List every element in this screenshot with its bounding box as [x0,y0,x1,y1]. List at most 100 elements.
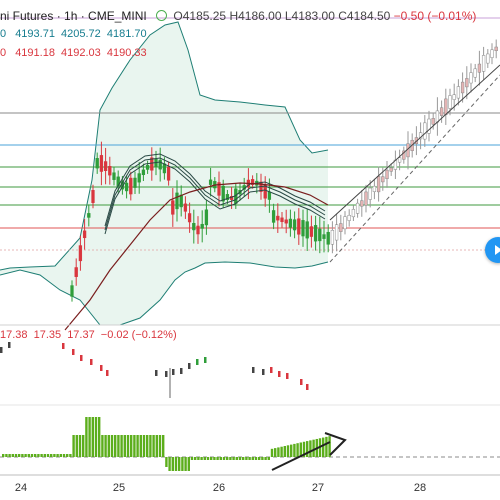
date-label-28: 28 [413,482,427,494]
ma-line-1 [104,157,326,231]
candle-body [200,223,204,229]
ind-value-0: 17.38 [0,329,28,341]
candle-body [343,216,347,230]
candle-body [145,164,150,170]
hist-bar-100 [322,437,325,457]
hist-bar-102 [328,436,331,457]
candle-body [385,169,389,180]
hist-bar-61 [197,457,200,460]
hist-bar-63 [203,457,206,460]
hist-bar-19 [62,454,66,457]
hist-bar-6 [21,454,24,457]
candle-body [431,118,435,125]
scroll-to-realtime-button[interactable] [485,237,500,263]
candle-body [326,231,330,245]
date-label-27: 27 [311,482,325,494]
candle-body [297,218,301,235]
status-dot [156,10,168,21]
indicator-bar-1 [8,342,11,348]
legend1-value-0: 0 [0,28,7,40]
candle-body [196,225,200,235]
indicator-bar-19 [286,373,289,379]
candle-body [456,86,461,99]
hist-bar-96 [309,440,312,457]
hist-bar-12 [40,454,43,457]
hist-bar-70 [226,457,229,460]
hist-bar-18 [59,454,62,457]
candle-body [452,94,456,100]
candle-body [397,157,402,163]
hist-bar-34 [110,435,114,457]
indicator-bar-17 [270,367,273,373]
hist-bar-27 [88,417,91,457]
indicator-bar-4 [80,355,83,361]
hist-bar-25 [82,435,85,457]
hist-bar-28 [91,417,94,457]
band-upper [0,21,329,271]
hist-bar-71 [229,457,232,460]
legend2-value-3: 4190.33 [106,47,147,59]
candle-body [267,191,272,200]
candle-body [124,182,129,192]
hist-bar-8 [27,454,30,457]
candle-body [481,55,486,72]
hist-bar-66 [213,457,216,460]
hist-bar-97 [312,439,315,457]
hist-bar-52 [168,457,171,471]
ohlc-change: −0.50 (−0.01%) [393,9,477,23]
hist-bar-72 [232,457,235,460]
hist-bar-75 [242,457,245,460]
indicator-bar-11 [180,368,183,374]
candle-body [309,226,314,237]
candle-body [423,122,427,140]
ohlc-low: L4183.00 [284,9,335,23]
hist-bar-47 [152,435,155,457]
candle-body [166,166,171,181]
candle-body [490,49,494,58]
hist-bar-79 [254,457,258,460]
hist-bar-4 [14,454,18,457]
hist-bar-32 [104,435,107,457]
candle-body [280,217,284,223]
indicator-bar-0 [0,347,3,353]
hist-bar-3 [11,454,14,457]
hist-bar-83 [267,457,270,460]
candle-body [150,157,154,171]
candle-body [355,202,360,214]
hist-bar-21 [69,454,72,457]
hist-bar-20 [66,454,69,457]
candle-body [133,177,137,188]
candle-body [162,163,167,174]
hist-bar-64 [206,457,210,460]
hist-bar-56 [181,457,184,471]
candle-body [486,53,490,64]
indicator-bar-5 [90,359,93,365]
candle-body [175,192,179,210]
hist-bar-57 [184,457,187,471]
hist-arrow-line [271,441,331,471]
hist-bar-44 [142,435,146,457]
hist-bar-76 [245,457,248,460]
candle-body [137,173,141,183]
candle-body [208,179,213,185]
ma-line-0 [104,153,326,227]
hist-bar-73 [235,457,238,460]
hist-bar-26 [85,417,88,457]
candle-body [439,107,444,116]
legend2-value-1: 4191.18 [15,47,55,59]
candle-body [82,230,87,239]
hist-bar-22 [72,435,75,457]
candle-body [292,219,297,231]
candle-body [284,219,288,224]
hist-bar-13 [43,454,46,457]
candle-body [334,224,339,241]
hist-bar-49 [158,435,162,457]
hist-bar-30 [98,417,101,457]
candle-body [129,177,133,195]
horizontal-levels [0,17,500,251]
hist-bar-41 [133,435,136,457]
hist-bar-7 [24,454,27,457]
hist-bar-31 [101,435,104,457]
indicator-legend-3: 17.38 17.35 17.37 −0.02 (−0.12%) [0,329,177,341]
